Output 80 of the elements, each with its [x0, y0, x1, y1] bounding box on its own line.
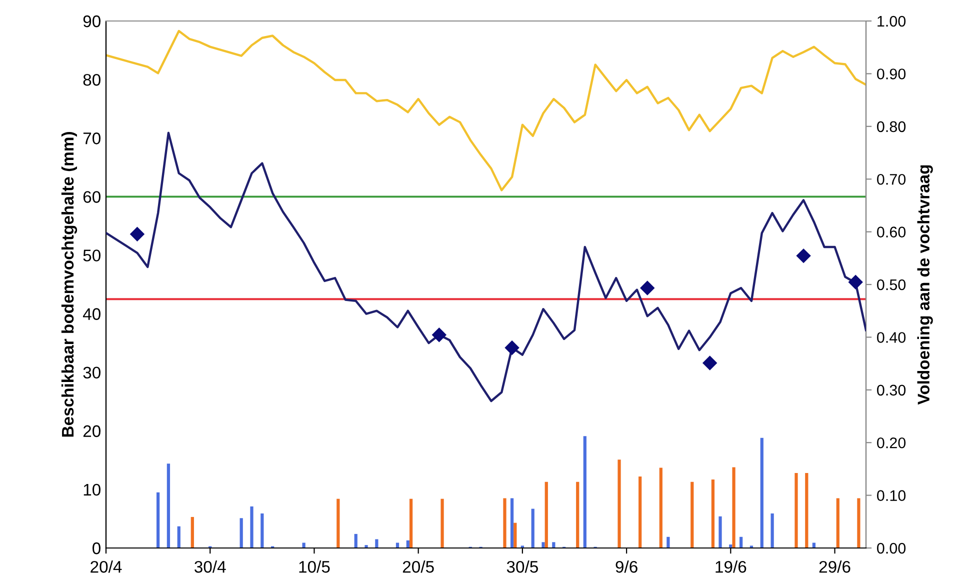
bar	[857, 498, 860, 548]
bar	[740, 536, 743, 548]
y-tick-label: 70	[83, 132, 100, 144]
bar	[794, 473, 798, 548]
bar	[638, 476, 642, 548]
y2-tick-label: 0.30	[877, 384, 906, 396]
point	[432, 328, 446, 342]
line-series	[106, 132, 866, 402]
y-tick-label: 80	[83, 74, 100, 86]
bar	[396, 542, 400, 548]
bar	[156, 492, 160, 548]
point	[504, 340, 520, 355]
x-tick-label: 9/6	[616, 560, 638, 573]
bar	[354, 534, 358, 548]
y-axis-title: Beschikbaar bodemvochtgehalte (mm)	[61, 132, 78, 437]
bar	[770, 513, 774, 548]
point	[640, 280, 654, 296]
y-tick-label: 60	[83, 191, 100, 203]
bar	[659, 468, 662, 548]
bar	[618, 460, 621, 548]
x-tick-label: 20/4	[90, 560, 122, 573]
y-tick-label: 40	[82, 308, 100, 320]
x-tick-label: 30/5	[506, 560, 538, 573]
bar	[409, 498, 413, 548]
bar	[250, 506, 254, 548]
y2-tick-label: 0.10	[877, 490, 906, 501]
bar	[805, 473, 808, 548]
bar	[531, 508, 534, 548]
bar	[812, 542, 816, 548]
bar	[336, 498, 340, 548]
x-tick-label: 29/6	[819, 560, 850, 573]
y2-tick-label: 0.40	[877, 332, 906, 343]
line-series	[106, 30, 866, 192]
bar	[666, 536, 670, 548]
point	[796, 248, 811, 263]
bar	[177, 526, 180, 548]
y2-axis-title: Voldoening aan de vochtvraag	[917, 165, 933, 405]
bar	[711, 479, 715, 548]
bar	[503, 498, 506, 548]
bar	[364, 545, 368, 548]
y-tick-label: 20	[83, 425, 100, 438]
point	[702, 356, 717, 370]
y2-tick-label: 0.50	[877, 279, 906, 290]
y2-tick-label: 0.70	[877, 174, 906, 185]
bar	[552, 542, 556, 548]
bar	[690, 482, 694, 548]
bar	[166, 464, 170, 548]
point	[848, 275, 863, 290]
y2-tick-label: 0.00	[877, 542, 906, 554]
x-tick-label: 10/5	[299, 560, 330, 573]
bar	[302, 542, 306, 548]
x-tick-label: 19/6	[716, 560, 746, 573]
bar	[732, 467, 736, 548]
bar	[760, 438, 764, 548]
y-tick-label: 30	[83, 366, 100, 379]
y-tick-label: 50	[83, 250, 100, 262]
bar	[190, 516, 194, 548]
bar	[576, 482, 580, 548]
point	[130, 227, 144, 242]
y2-tick-label: 1.00	[878, 16, 906, 27]
bar	[544, 482, 548, 548]
y2-tick-label: 0.20	[877, 437, 906, 448]
y-tick-label: 90	[83, 15, 100, 28]
y2-tick-label: 0.90	[877, 68, 906, 80]
y-tick-label: 0	[92, 542, 100, 554]
bar	[240, 518, 243, 548]
bar	[514, 522, 517, 548]
y2-tick-label: 0.60	[877, 226, 906, 238]
y2-tick-label: 0.80	[877, 121, 906, 132]
bar	[718, 516, 722, 548]
bar	[510, 498, 514, 548]
x-tick-label: 20/5	[402, 560, 434, 573]
bar	[542, 542, 545, 548]
bar	[440, 498, 444, 548]
bar	[583, 436, 586, 548]
y-tick-label: 10	[84, 484, 100, 496]
bar	[260, 513, 264, 548]
x-tick-label: 30/4	[194, 560, 226, 573]
bar	[836, 498, 840, 548]
bar	[375, 539, 378, 548]
